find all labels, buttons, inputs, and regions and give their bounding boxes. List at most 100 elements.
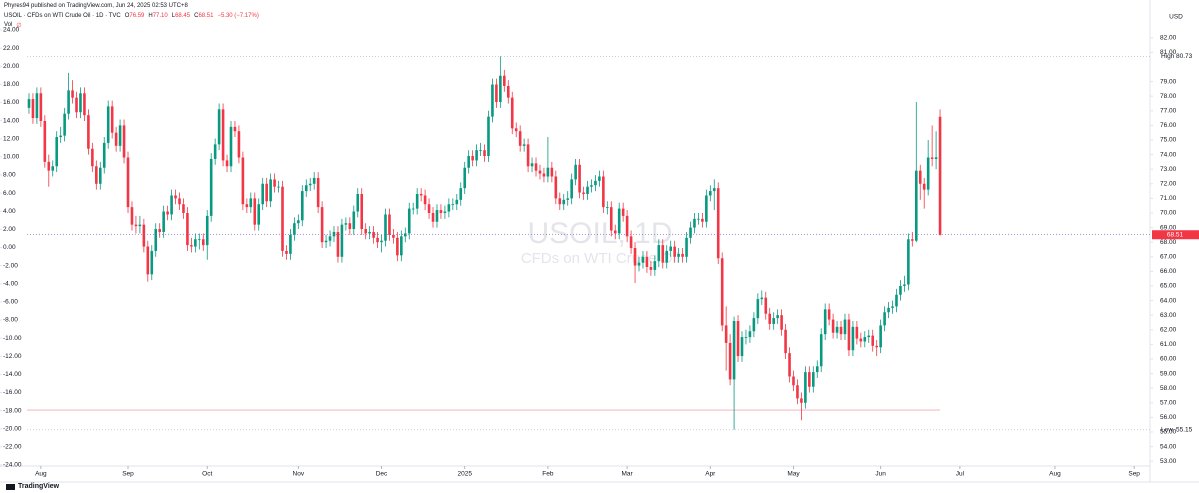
candle-body (257, 204, 261, 225)
candle-body (158, 229, 162, 232)
quote-value: 68.51 (198, 13, 214, 19)
candle-body (336, 231, 340, 257)
candle-body (297, 220, 300, 224)
candle-body (110, 106, 114, 133)
candle-body (752, 318, 756, 332)
candle-body (245, 204, 249, 208)
candle-body (285, 250, 288, 254)
candle-body (903, 284, 906, 286)
candle-body (98, 167, 102, 184)
candle-body (918, 170, 922, 184)
candle-body (411, 208, 415, 210)
candle-body (665, 250, 669, 263)
candle-body (154, 229, 158, 251)
last-price-tag (1152, 230, 1199, 240)
candle-body (776, 315, 779, 319)
candle-body (705, 195, 708, 222)
candle-body (701, 218, 704, 222)
candle-body (388, 214, 391, 235)
candle-body (673, 246, 676, 257)
candle-body (590, 185, 593, 187)
candle-body (712, 188, 716, 192)
quote-key: L (171, 13, 176, 19)
candle-body (625, 215, 629, 237)
y2-tick-label: -14.00 (3, 371, 22, 378)
y2-tick-label: 8.00 (3, 172, 16, 179)
candle-body (550, 167, 554, 177)
candle-body (301, 191, 304, 221)
candle-body (166, 211, 169, 215)
candle-body (887, 307, 890, 313)
candle-body (914, 170, 918, 241)
candle-body (586, 186, 589, 195)
symbol: USOIL · CFDs on WTI Crude Oil · 1D · TVC (4, 13, 121, 19)
candle-body (697, 218, 700, 220)
quote-item: L68.45 (172, 13, 190, 19)
candle-body (815, 366, 819, 373)
y-tick-label: 77.00 (1160, 108, 1177, 115)
y2-tick-label: 6.00 (3, 190, 16, 197)
candle-body (895, 294, 898, 307)
candle-body (649, 267, 653, 270)
candle-body (35, 93, 39, 119)
quote-value: 68.45 (175, 13, 191, 19)
y2-tick-label: -8.00 (3, 317, 18, 324)
candle-body (102, 142, 106, 168)
candle-body (269, 179, 272, 202)
candle-body (827, 309, 831, 320)
candle-body (138, 224, 142, 227)
candle-body (423, 195, 427, 205)
candle-body (768, 313, 772, 324)
y-tick-label: 76.00 (1160, 122, 1177, 129)
y-tick-label: 74.00 (1160, 151, 1177, 158)
candle-body (384, 214, 387, 241)
candle-body (780, 315, 783, 330)
y-tick-label: 58.00 (1160, 385, 1177, 392)
candle-body (265, 183, 268, 202)
candle-body (788, 353, 791, 377)
x-tick-label: Sep (1128, 471, 1140, 478)
y-tick-label: 57.00 (1160, 400, 1177, 407)
y2-tick-label: -4.00 (3, 280, 18, 287)
candle-body (459, 188, 463, 200)
candle-body (720, 258, 724, 326)
candle-body (316, 177, 320, 208)
candle-body (376, 237, 379, 243)
candle-body (277, 186, 280, 188)
candle-body (926, 157, 930, 190)
y2-tick-label: 22.00 (3, 45, 20, 52)
candle-body (368, 231, 371, 234)
candle-body (328, 236, 332, 241)
y-tick-label: 68.00 (1160, 239, 1177, 246)
candle-body (467, 156, 470, 168)
y2-tick-label: 16.00 (3, 99, 20, 106)
y2-tick-label: -12.00 (3, 353, 22, 360)
candle-body (463, 167, 467, 189)
candle-body (938, 116, 942, 235)
candle-body (871, 335, 875, 346)
candle-body (59, 135, 62, 138)
candle-body (479, 150, 482, 152)
candle-body (835, 326, 839, 333)
candle-body (677, 253, 680, 257)
quote-item: C68.51 (194, 13, 213, 19)
y-tick-label: 81.00 (1160, 49, 1177, 56)
y2-tick-label: -6.00 (3, 299, 18, 306)
candle-body (510, 97, 514, 129)
candle-body (324, 240, 328, 243)
candle-body (621, 208, 625, 216)
y2-tick-label: -22.00 (3, 444, 22, 451)
candle-body (487, 116, 490, 157)
y-tick-label: 65.00 (1160, 283, 1177, 290)
candle-body (27, 99, 31, 108)
candle-body (843, 319, 847, 335)
candle-body (186, 212, 189, 246)
y2-tick-label: 12.00 (3, 135, 20, 142)
candle-body (308, 183, 312, 186)
brand-logo (6, 483, 15, 490)
candle-body (534, 163, 538, 171)
candle-body (427, 204, 431, 213)
candle-body (475, 150, 478, 161)
quote-item: H77.10 (148, 13, 167, 19)
candle-body (87, 115, 90, 149)
